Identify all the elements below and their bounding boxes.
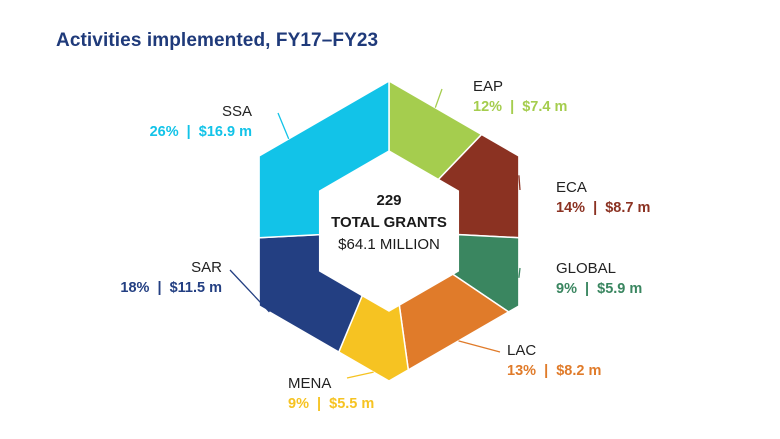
center-grant-count: 229 (376, 192, 401, 209)
leader-line-sar (229, 269, 270, 313)
label-lac-name: LAC (507, 342, 536, 359)
label-sar-name: SAR (191, 259, 222, 276)
leader-line-lac (458, 340, 501, 353)
label-sar-value: 18% | $11.5 m (120, 280, 222, 296)
segments-group (258, 79, 520, 382)
label-mena-name: MENA (288, 375, 331, 392)
leader-line-ssa (277, 112, 290, 140)
label-global-name: GLOBAL (556, 260, 616, 277)
chart-title: Activities implemented, FY17–FY23 (56, 30, 379, 51)
leader-line-eca (518, 175, 521, 191)
label-ssa-value: 26% | $16.9 m (150, 124, 252, 140)
leader-lines-group (229, 88, 521, 379)
labels-group: EAP 12% | $7.4 m ECA 14% | $8.7 m GLOBAL 9% |… (120, 78, 650, 412)
label-eca-value: 14% | $8.7 m (556, 200, 650, 216)
leader-line-mena (346, 371, 374, 379)
leader-line-global (518, 267, 521, 278)
label-mena-value: 9% | $5.5 m (288, 396, 374, 412)
label-eca-name: ECA (556, 179, 587, 196)
center-grant-label: TOTAL GRANTS (331, 214, 447, 231)
center-total-amount: $64.1 MILLION (338, 236, 440, 253)
label-lac-value: 13% | $8.2 m (507, 363, 601, 379)
segment-ssa (258, 79, 390, 239)
leader-line-eap (434, 88, 443, 108)
label-ssa-name: SSA (222, 103, 252, 120)
label-eap-value: 12% | $7.4 m (473, 99, 567, 115)
label-global-value: 9% | $5.9 m (556, 281, 642, 297)
label-eap-name: EAP (473, 78, 503, 95)
